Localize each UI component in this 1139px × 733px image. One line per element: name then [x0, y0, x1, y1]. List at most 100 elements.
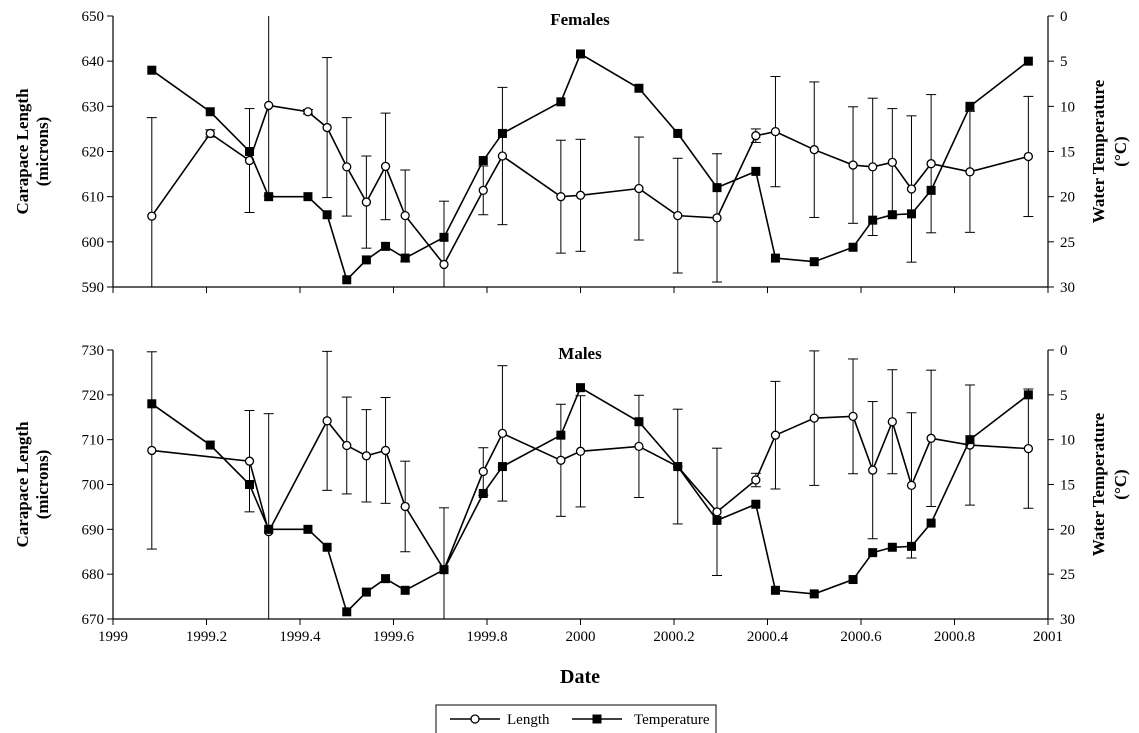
temperature-point	[634, 417, 644, 427]
series-temperature	[147, 383, 1033, 617]
length-point	[751, 131, 761, 141]
y2-tick-label: 30	[1060, 612, 1075, 628]
length-point	[634, 441, 644, 452]
temperature-point	[322, 210, 332, 220]
y-tick-label: 680	[82, 567, 105, 583]
temperature-point	[673, 462, 683, 472]
length-point	[556, 455, 566, 465]
panel-females: 590 600 610 620 630 640 650 0 5 10 15 20 25 30 Females…	[13, 9, 1130, 296]
temperature-point	[887, 542, 897, 552]
temperature-point	[497, 462, 507, 472]
x-tick-label: 1999	[98, 629, 128, 645]
length-point	[361, 451, 372, 461]
temperature-point	[712, 183, 722, 193]
temperature-point	[381, 574, 391, 584]
y2-tick-label: 10	[1060, 433, 1075, 449]
temperature-point	[576, 49, 585, 59]
length-point	[575, 446, 586, 456]
x-axis-title: Date	[560, 666, 600, 688]
temperature-point	[245, 480, 255, 489]
y-tick-label: 610	[82, 190, 105, 206]
temperature-point	[926, 518, 936, 528]
length-point	[322, 122, 332, 133]
y-tick-label: 710	[82, 433, 105, 449]
length-point	[1023, 443, 1034, 454]
length-point	[264, 100, 274, 111]
length-point	[147, 211, 157, 221]
temperature-point	[400, 253, 410, 263]
length-point	[575, 190, 586, 200]
y2-tick-label: 15	[1060, 478, 1075, 494]
length-point	[926, 159, 936, 169]
y-axis-title: Carapace Length(microns)	[13, 88, 52, 215]
x-tick-label: 2000	[566, 629, 596, 645]
y-axis-title-line: (microns)	[33, 117, 52, 187]
temperature-point	[303, 524, 313, 534]
temperature-point	[770, 253, 780, 263]
temperature-point	[906, 541, 916, 551]
temperature-point	[497, 128, 507, 138]
length-point	[868, 162, 878, 172]
legend-label: Length	[507, 712, 550, 728]
y-axis-title-line: Carapace Length	[13, 88, 32, 215]
y-tick-label: 590	[82, 280, 105, 296]
y2-axis-title: Water Temperature (°C)	[1089, 412, 1130, 556]
length-point	[400, 210, 410, 221]
legend-label: Temperature	[634, 712, 710, 728]
temperature-point	[322, 542, 332, 552]
length-point	[770, 126, 781, 137]
length-point	[809, 145, 819, 155]
length-point	[926, 433, 936, 443]
length-point	[1023, 151, 1034, 162]
legend-circle-marker	[470, 714, 480, 724]
y-axis-title-line: Carapace Length	[13, 421, 32, 548]
length-point	[848, 160, 858, 170]
y2-axis-title-line: Water Temperature	[1089, 79, 1108, 223]
legend: Length Temperature	[435, 704, 717, 733]
length-point	[497, 428, 508, 439]
series-line	[151, 52, 1029, 282]
y2-axis-title-line: (°C)	[1111, 469, 1130, 499]
temperature-point	[478, 488, 488, 498]
length-point	[848, 411, 858, 422]
temperature-point	[1023, 390, 1033, 400]
temperature-point	[868, 548, 878, 558]
y-axis-title: Carapace Length(microns)	[13, 421, 52, 548]
length-point	[497, 151, 508, 161]
y-tick-label: 650	[82, 9, 105, 25]
temperature-point	[809, 257, 819, 267]
temperature-point	[634, 83, 644, 93]
x-tick-label: 1999.4	[279, 629, 321, 645]
x-tick-label: 1999.2	[186, 629, 227, 645]
temperature-point	[361, 255, 371, 265]
temperature-point	[303, 192, 313, 202]
series-line	[151, 386, 1029, 614]
x-tick-label: 2000.8	[934, 629, 975, 645]
y-tick-label: 630	[82, 99, 105, 115]
temperature-point	[926, 185, 936, 195]
temperature-point	[245, 147, 255, 156]
length-point	[712, 507, 722, 517]
y2-tick-label: 25	[1060, 235, 1075, 251]
temperature-point	[751, 499, 761, 509]
temperature-point	[848, 242, 858, 252]
temperature-point	[712, 515, 722, 525]
y2-tick-label: 0	[1060, 343, 1068, 359]
x-tick-label: 2000.6	[840, 629, 882, 645]
x-tick-label: 2000.4	[747, 629, 789, 645]
length-point	[770, 430, 781, 440]
temperature-point	[770, 585, 780, 595]
temperature-point	[965, 101, 975, 111]
temperature-point	[264, 192, 274, 202]
temperature-point	[848, 575, 858, 585]
length-point	[887, 417, 897, 427]
y-tick-label: 670	[82, 612, 105, 628]
length-point	[439, 259, 449, 270]
x-tick-label: 2000.2	[653, 629, 694, 645]
temperature-point	[342, 607, 352, 617]
y-tick-label: 600	[82, 235, 105, 251]
series-temperature	[147, 49, 1033, 285]
length-point	[751, 475, 761, 485]
x-tick-label: 2001	[1033, 629, 1063, 645]
y-tick-label: 700	[82, 478, 105, 494]
